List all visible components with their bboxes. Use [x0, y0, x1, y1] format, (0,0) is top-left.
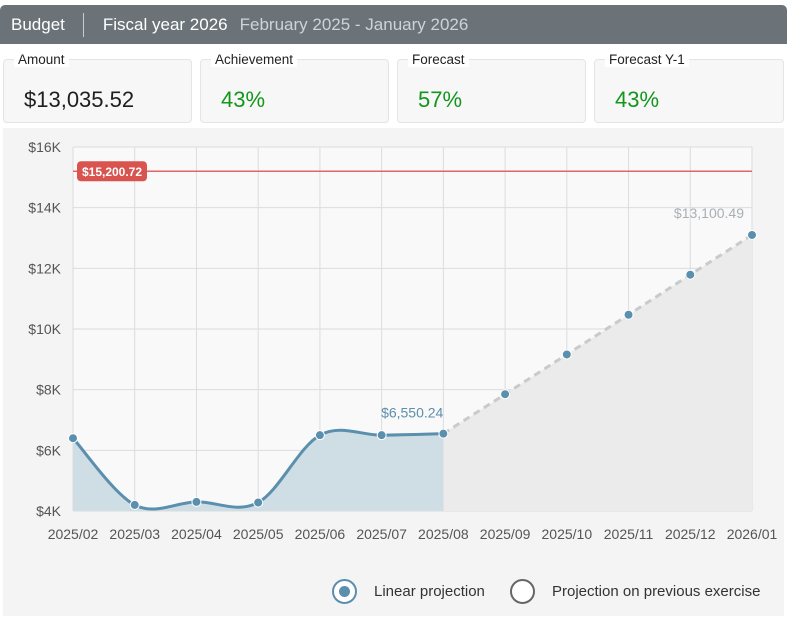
- projection-point: [747, 229, 757, 240]
- x-tick-label: 2025/05: [233, 526, 284, 542]
- linear-projection-label[interactable]: Linear projection: [374, 583, 485, 600]
- projection-point: [561, 349, 572, 360]
- projection-area: [443, 234, 752, 511]
- fiscal-year-label: Fiscal year 2026: [102, 14, 228, 34]
- previous-exercise-radio[interactable]: [510, 579, 535, 604]
- actual-point: [191, 496, 202, 507]
- actual-area: [73, 430, 444, 511]
- actual-point: [438, 428, 449, 439]
- x-tick-label: 2025/09: [480, 526, 531, 542]
- y-tick-label: $14K: [28, 200, 61, 216]
- projection-point: [685, 269, 696, 280]
- actual-point: [314, 430, 325, 441]
- x-tick-label: 2025/07: [356, 526, 407, 542]
- budget-badge: [77, 161, 147, 182]
- stat-label: Forecast Y-1: [605, 52, 689, 67]
- y-tick-label: $16K: [28, 139, 61, 155]
- y-tick-label: $6K: [36, 442, 62, 458]
- previous-exercise-label[interactable]: Projection on previous exercise: [552, 583, 761, 600]
- header-title: Budget: [11, 14, 65, 34]
- stat-card-forecast: Forecast 57%: [397, 52, 586, 123]
- budget-badge-label: $15,200.72: [82, 165, 142, 179]
- x-tick-label: 2025/02: [48, 526, 99, 542]
- y-tick-label: $8K: [36, 382, 62, 398]
- stat-value: 43%: [615, 87, 660, 112]
- stat-value: 57%: [418, 87, 463, 112]
- projection-point: [500, 389, 511, 400]
- stat-label: Achievement: [211, 52, 298, 67]
- chart-legend: Linear projection Projection on previous…: [0, 576, 788, 608]
- stat-card-forecast-y1: Forecast Y-1 43%: [594, 52, 784, 123]
- current-value-label: $6,550.24: [381, 405, 443, 421]
- x-tick-label: 2025/03: [109, 526, 160, 542]
- stat-label: Amount: [14, 52, 69, 67]
- header-separator: [82, 12, 84, 37]
- actual-point: [376, 430, 387, 441]
- x-tick-label: 2026/01: [727, 526, 778, 542]
- budget-chart: $4K $6K $8K $10K $12K $14K $16K 2025/02 2025/03 2…: [28, 139, 778, 542]
- actual-point: [129, 499, 140, 510]
- stats-row: Amount $13,035.52 Achievement 43% Foreca…: [0, 52, 788, 124]
- y-tick-label: $10K: [28, 321, 61, 337]
- stat-card-achievement: Achievement 43%: [200, 52, 389, 123]
- x-tick-label: 2025/08: [418, 526, 469, 542]
- y-tick-label: $4K: [36, 503, 62, 519]
- actual-point: [253, 497, 264, 508]
- x-tick-label: 2025/12: [665, 526, 716, 542]
- actual-point: [68, 433, 78, 444]
- stat-value: $13,035.52: [24, 87, 135, 112]
- projection-line: [442, 233, 753, 435]
- x-tick-label: 2025/11: [604, 526, 654, 542]
- linear-projection-radio[interactable]: [332, 579, 357, 604]
- y-tick-label: $12K: [28, 260, 61, 276]
- projection-point: [623, 309, 634, 320]
- stat-value: 43%: [221, 87, 266, 112]
- x-tick-label: 2025/06: [295, 526, 346, 542]
- header-bar: Budget Fiscal year 2026 February 2025 - …: [0, 5, 787, 44]
- stat-card-amount: Amount $13,035.52: [3, 52, 192, 123]
- projected-value-label: $13,100.49: [674, 205, 744, 221]
- stat-label: Forecast: [408, 52, 469, 67]
- period-range-label: February 2025 - January 2026: [239, 14, 469, 34]
- x-tick-label: 2025/10: [542, 526, 593, 542]
- x-tick-label: 2025/04: [171, 526, 222, 542]
